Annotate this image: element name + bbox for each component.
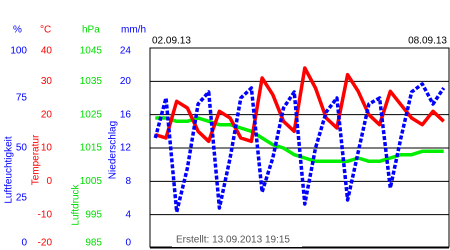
- y-tick-label: 1025: [80, 109, 103, 120]
- x-tick-label: 02.09.13: [152, 36, 191, 47]
- y-tick-label: 20: [41, 109, 53, 120]
- axis-title: Temperatur: [31, 134, 42, 185]
- x-tick-label: 08.09.13: [408, 36, 447, 47]
- axis-unit: °C: [40, 25, 51, 36]
- y-tick-label: 40: [41, 46, 53, 57]
- y-tick-label: 0: [125, 238, 131, 249]
- axis-title: Luftdruck: [71, 183, 82, 225]
- y-tick-label: 995: [85, 209, 102, 220]
- axis-unit: %: [13, 25, 22, 36]
- y-tick-label: 12: [120, 143, 132, 154]
- y-tick-label: 100: [10, 46, 27, 57]
- y-tick-label: -10: [38, 209, 53, 220]
- axis-title: Niederschlag: [108, 121, 119, 179]
- annotation: Erstellt: 13.09.2013 19:15: [176, 235, 290, 246]
- annotation-bg: [172, 233, 302, 247]
- axis-unit: mm/h: [121, 25, 146, 36]
- y-tick-label: 75: [16, 93, 28, 104]
- axis-title: Luftfeuchtigkeit: [4, 136, 15, 203]
- y-tick-label: 1035: [80, 76, 103, 87]
- y-tick-label: 0: [21, 238, 27, 249]
- y-tick-label: 24: [120, 46, 132, 57]
- y-tick-label: 50: [16, 143, 28, 154]
- y-tick-label: 0: [46, 176, 52, 187]
- y-tick-label: 30: [41, 76, 53, 87]
- y-tick-label: 1005: [80, 176, 103, 187]
- y-tick-label: 1045: [80, 46, 103, 57]
- y-tick-label: 25: [16, 193, 28, 204]
- y-tick-label: 10: [41, 143, 53, 154]
- y-tick-label: 20: [120, 76, 132, 87]
- data-line: [154, 66, 445, 144]
- y-tick-label: 985: [85, 238, 102, 249]
- y-tick-label: 8: [125, 176, 131, 187]
- data-line: [153, 82, 446, 214]
- y-tick-label: 1015: [80, 143, 103, 154]
- y-tick-label: 16: [120, 109, 132, 120]
- y-tick-label: -20: [38, 238, 53, 249]
- y-tick-label: 4: [125, 209, 131, 220]
- axis-unit: hPa: [82, 25, 100, 36]
